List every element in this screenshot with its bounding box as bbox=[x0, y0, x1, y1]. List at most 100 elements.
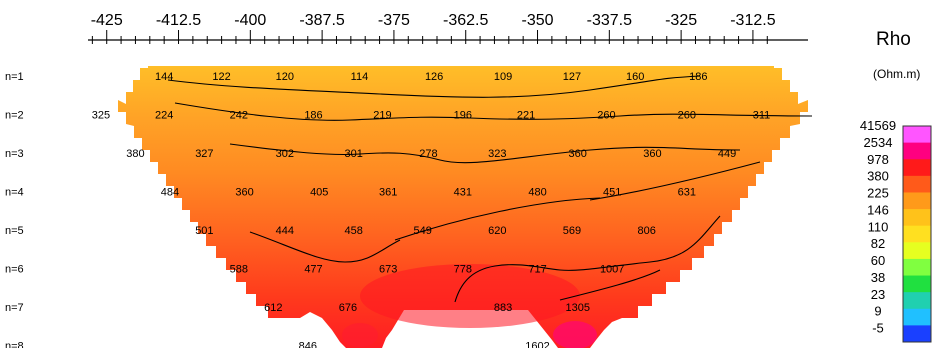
data-point-label: 778 bbox=[454, 264, 472, 276]
data-point-label: 449 bbox=[718, 148, 736, 160]
data-point-label: 219 bbox=[373, 110, 391, 122]
resistivity-fill bbox=[118, 66, 808, 348]
very-high-resistivity-zone bbox=[553, 321, 597, 348]
colorbar-label: 978 bbox=[867, 152, 889, 167]
x-axis: -425 -412.5 -400 -387.5 -375 -362.5 -350 -337.5… bbox=[88, 12, 808, 44]
colorbar-swatch bbox=[903, 175, 931, 193]
level-label: n=7 bbox=[5, 302, 24, 314]
data-point-label: 480 bbox=[528, 187, 546, 199]
data-point-label: 242 bbox=[230, 110, 248, 122]
level-label: n=1 bbox=[5, 71, 24, 83]
colorbar-frame bbox=[902, 125, 932, 343]
contour-line bbox=[167, 75, 701, 98]
data-point-label: 127 bbox=[563, 71, 581, 83]
contour-line bbox=[394, 197, 601, 241]
data-point-label: 380 bbox=[126, 148, 144, 160]
colorbar-swatch bbox=[903, 325, 931, 343]
data-point-label: 196 bbox=[454, 110, 472, 122]
data-point-label: 122 bbox=[212, 71, 230, 83]
colorbar-swatch bbox=[903, 292, 931, 310]
contour-line bbox=[454, 215, 721, 303]
data-point-label: 260 bbox=[678, 110, 696, 122]
data-point-label: 260 bbox=[597, 110, 615, 122]
data-point-label: 588 bbox=[230, 264, 248, 276]
data-point-label: 405 bbox=[310, 187, 328, 199]
level-labels: n=1 n=2 n=3 n=4 n=5 n=6 n=7 n=8 bbox=[5, 71, 24, 348]
x-tick-label: -350 bbox=[522, 12, 554, 29]
colorbar-swatch bbox=[903, 159, 931, 177]
colorbar-swatch bbox=[903, 308, 931, 326]
level-label: n=3 bbox=[5, 148, 24, 160]
data-point-label: 144 bbox=[155, 71, 173, 83]
x-tick-label: -375 bbox=[378, 12, 410, 29]
data-point-label: 612 bbox=[264, 302, 282, 314]
data-point-label: 325 bbox=[92, 110, 110, 122]
data-point-label: 109 bbox=[494, 71, 512, 83]
x-tick-label: -337.5 bbox=[587, 12, 632, 29]
colorbar-swatch bbox=[903, 225, 931, 243]
pseudosection-area bbox=[118, 66, 808, 348]
chart-title: Rho bbox=[876, 29, 911, 50]
unit-label: (Ohm.m) bbox=[873, 67, 920, 81]
colorbar-label: 110 bbox=[868, 219, 889, 234]
data-point-label: 569 bbox=[563, 225, 581, 237]
contour-line bbox=[559, 269, 661, 301]
x-tick-label: -387.5 bbox=[299, 12, 344, 29]
data-point-label: 676 bbox=[339, 302, 357, 314]
colorbar-label: 38 bbox=[871, 270, 885, 285]
data-point-label: 186 bbox=[304, 110, 322, 122]
level-label: n=8 bbox=[5, 341, 24, 348]
colorbar-swatch bbox=[903, 209, 931, 227]
data-point-label: 327 bbox=[195, 148, 213, 160]
data-point-label: 444 bbox=[276, 225, 294, 237]
data-point-labels: 144 122 120 114 126 109 127 160 186 325 224 242 186 2… bbox=[92, 71, 771, 348]
data-point-label: 806 bbox=[637, 225, 655, 237]
data-point-label: 484 bbox=[161, 187, 179, 199]
data-point-label: 224 bbox=[155, 110, 173, 122]
colorbar-label: 23 bbox=[871, 287, 885, 302]
data-point-label: 549 bbox=[413, 225, 431, 237]
x-tick-label: -325 bbox=[665, 12, 697, 29]
colorbar-swatch bbox=[903, 126, 931, 144]
data-point-label: 311 bbox=[753, 110, 771, 122]
x-tick-label: -400 bbox=[234, 12, 266, 29]
data-point-label: 673 bbox=[379, 264, 397, 276]
data-point-label: 458 bbox=[345, 225, 363, 237]
data-point-label: 620 bbox=[488, 225, 506, 237]
colorbar-label: 225 bbox=[867, 186, 889, 201]
data-point-label: 360 bbox=[569, 148, 587, 160]
data-point-label: 1007 bbox=[600, 264, 624, 276]
level-label: n=6 bbox=[5, 264, 24, 276]
data-point-label: 221 bbox=[517, 110, 535, 122]
data-point-label: 361 bbox=[379, 187, 397, 199]
data-point-label: 126 bbox=[425, 71, 443, 83]
colorbar-swatch bbox=[903, 192, 931, 210]
data-point-label: 302 bbox=[276, 148, 294, 160]
data-point-label: 883 bbox=[494, 302, 512, 314]
colorbar-label: 380 bbox=[867, 169, 889, 184]
level-label: n=4 bbox=[5, 187, 24, 199]
contour-line bbox=[249, 231, 401, 263]
data-point-label: 360 bbox=[235, 187, 253, 199]
colorbar-label: 9 bbox=[874, 304, 881, 319]
data-point-label: 631 bbox=[678, 187, 696, 199]
data-point-label: 451 bbox=[603, 187, 621, 199]
contour-line bbox=[174, 102, 813, 121]
data-point-label: 114 bbox=[351, 71, 369, 83]
colorbar-swatch bbox=[903, 142, 931, 160]
colorbar-label: 2534 bbox=[864, 135, 893, 150]
data-point-label: 360 bbox=[643, 148, 661, 160]
data-point-label: 120 bbox=[276, 71, 294, 83]
x-tick-label: -312.5 bbox=[730, 12, 775, 29]
data-point-label: 323 bbox=[488, 148, 506, 160]
colorbar-swatch bbox=[903, 275, 931, 293]
colorbar-label: -5 bbox=[872, 321, 884, 336]
contour-lines bbox=[167, 75, 813, 303]
level-label: n=2 bbox=[5, 110, 24, 122]
data-point-label: 431 bbox=[454, 187, 472, 199]
x-tick-label: -425 bbox=[91, 12, 123, 29]
high-resistivity-zone-left bbox=[342, 323, 378, 347]
high-resistivity-zone bbox=[360, 264, 580, 328]
